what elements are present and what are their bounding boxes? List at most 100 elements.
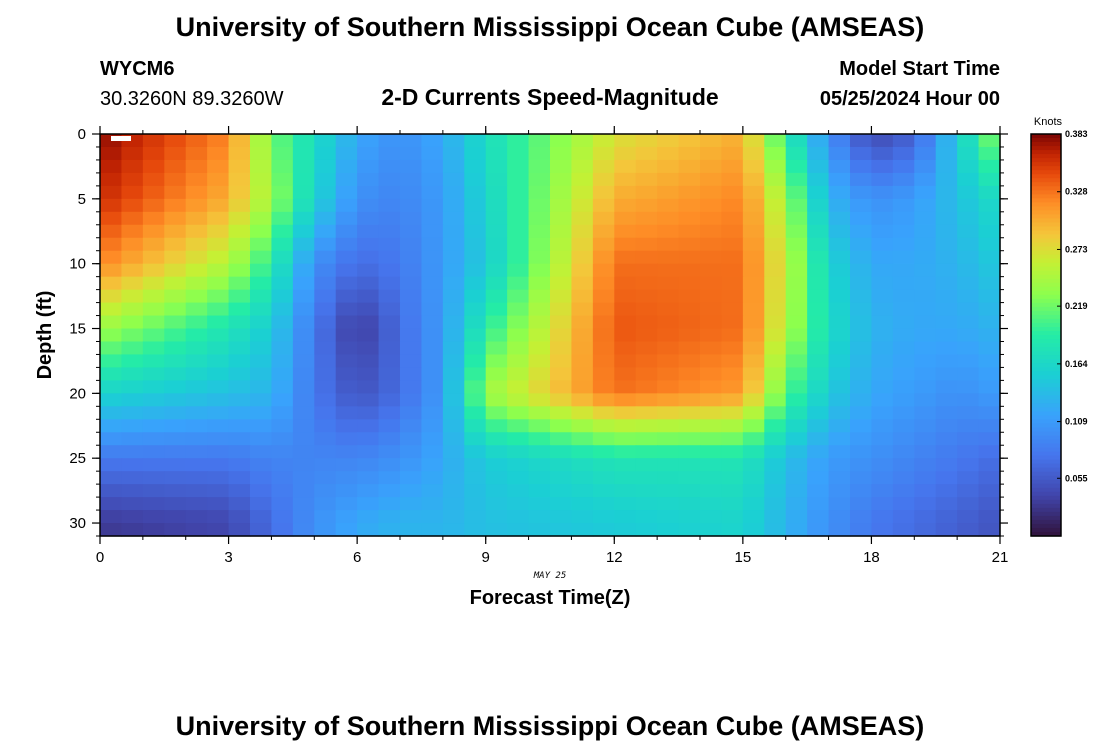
heatmap-cell <box>721 263 744 278</box>
heatmap-cell <box>914 185 937 200</box>
heatmap-cell <box>485 328 508 343</box>
heatmap-cell <box>314 224 337 239</box>
heatmap-cell <box>700 134 723 148</box>
heatmap-cell <box>421 341 444 356</box>
heatmap-cell <box>271 458 294 472</box>
heatmap-cell <box>164 263 187 278</box>
heatmap-cell <box>100 419 123 433</box>
heatmap-cell <box>442 211 465 226</box>
heatmap-cell <box>357 328 380 343</box>
colorbar-tick-label: 0.109 <box>1065 417 1088 427</box>
heatmap-cell <box>914 354 937 369</box>
heatmap-cell <box>271 380 294 394</box>
heatmap-cell <box>742 432 765 446</box>
heatmap-cell <box>271 432 294 446</box>
heatmap-cell <box>550 380 573 394</box>
colorbar-segment <box>1031 379 1061 384</box>
heatmap-cell <box>314 497 337 511</box>
heatmap-cell <box>164 367 187 381</box>
heatmap-cell <box>807 341 830 356</box>
heatmap-cell <box>850 523 873 537</box>
heatmap-cell <box>678 497 701 511</box>
heatmap-cell <box>421 419 444 433</box>
heatmap-cell <box>164 289 187 304</box>
heatmap-cell <box>957 432 980 446</box>
heatmap-cell <box>314 134 337 148</box>
heatmap-cell <box>464 172 487 187</box>
heatmap-cell <box>678 315 701 330</box>
heatmap-cell <box>378 380 401 394</box>
heatmap-cell <box>807 328 830 343</box>
y-tick-label: 0 <box>78 126 86 143</box>
heatmap-cell <box>100 211 123 226</box>
heatmap-cell <box>100 237 123 252</box>
heatmap-cell <box>185 471 208 485</box>
heatmap-cell <box>164 159 187 174</box>
heatmap-cell <box>571 419 594 433</box>
heatmap-cell <box>335 315 358 330</box>
heatmap-cell <box>957 211 980 226</box>
heatmap-cell <box>442 289 465 304</box>
heatmap-cell <box>978 224 1001 239</box>
heatmap-cell <box>764 393 787 407</box>
heatmap-cell <box>742 341 765 356</box>
heatmap-cell <box>357 134 380 148</box>
heatmap-cell <box>142 341 165 356</box>
heatmap-cell <box>700 380 723 394</box>
heatmap-cell <box>121 224 144 239</box>
heatmap-cell <box>850 198 873 213</box>
heatmap-cell <box>400 159 423 174</box>
heatmap-cell <box>292 510 315 524</box>
colorbar-segment <box>1031 314 1061 320</box>
heatmap-cell <box>314 523 337 537</box>
heatmap-cell <box>185 302 208 317</box>
colorbar-segment <box>1031 262 1061 268</box>
colorbar-segment <box>1031 162 1061 167</box>
heatmap-cell <box>550 185 573 200</box>
heatmap-cell <box>442 510 465 524</box>
heatmap-cell <box>871 250 894 265</box>
heatmap-cell <box>507 134 530 148</box>
heatmap-cell <box>571 224 594 239</box>
heatmap-cell <box>592 224 615 239</box>
heatmap-cell <box>571 328 594 343</box>
heatmap-cell <box>357 484 380 498</box>
heatmap-cell <box>807 302 830 317</box>
heatmap-cell <box>550 302 573 317</box>
heatmap-cell <box>507 224 530 239</box>
colorbar-segment <box>1031 182 1061 187</box>
heatmap-cell <box>400 185 423 200</box>
heatmap-cell <box>785 237 808 252</box>
heatmap-cell <box>635 146 658 161</box>
heatmap-cell <box>635 198 658 213</box>
heatmap-cell <box>721 276 744 291</box>
heatmap-cell <box>442 185 465 200</box>
heatmap-cell <box>507 484 530 498</box>
heatmap-cell <box>700 445 723 459</box>
heatmap-cell <box>721 445 744 459</box>
heatmap-cell <box>121 302 144 317</box>
heatmap-cell <box>850 497 873 511</box>
heatmap-cell <box>485 276 508 291</box>
heatmap-cell <box>957 354 980 369</box>
heatmap-cell <box>100 224 123 239</box>
heatmap-cell <box>185 237 208 252</box>
heatmap-cell <box>314 289 337 304</box>
heatmap-cell <box>357 523 380 537</box>
heatmap-cell <box>357 354 380 369</box>
y-tick-label: 10 <box>69 256 86 273</box>
heatmap-cell <box>592 471 615 485</box>
heatmap-cell <box>571 497 594 511</box>
heatmap-cell <box>121 237 144 252</box>
colorbar-segment <box>1031 419 1061 425</box>
heatmap-cell <box>485 211 508 226</box>
heatmap-cell <box>164 224 187 239</box>
heatmap-cell <box>185 224 208 239</box>
heatmap-cell <box>657 237 680 252</box>
heatmap-cell <box>121 198 144 213</box>
heatmap-cell <box>871 380 894 394</box>
heatmap-cell <box>250 250 273 265</box>
heatmap-cell <box>871 211 894 226</box>
heatmap-cell <box>421 471 444 485</box>
heatmap-cell <box>935 432 958 446</box>
